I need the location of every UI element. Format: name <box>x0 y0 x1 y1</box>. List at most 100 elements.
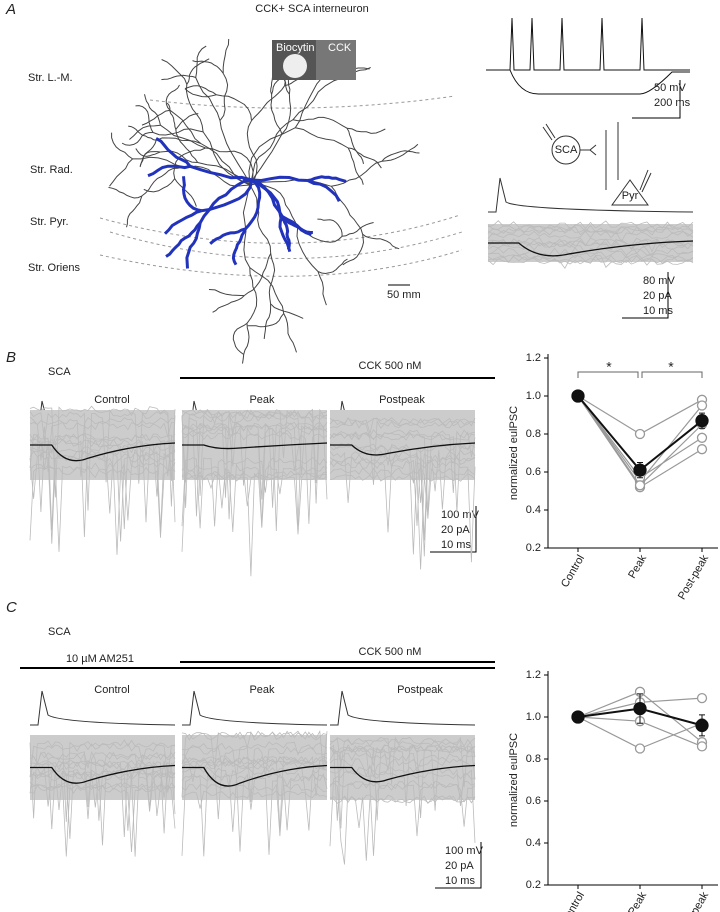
drug-label: CCK 500 nM <box>359 360 422 372</box>
neurite <box>139 151 161 166</box>
neurite <box>135 105 154 133</box>
axis <box>547 671 718 886</box>
y-tick-label: 1.0 <box>526 390 541 402</box>
neurite <box>342 234 365 266</box>
sweep-trace <box>29 466 176 541</box>
y-tick-label: 1.2 <box>526 352 541 364</box>
neurite <box>141 109 171 126</box>
neurite <box>152 128 204 136</box>
x-tick-label: Post-peak <box>676 553 711 602</box>
drug-label: CCK 500 nM <box>359 646 422 658</box>
sweep-trace <box>329 794 476 804</box>
mean-marker <box>571 389 585 403</box>
neurite <box>185 84 204 132</box>
x-tick-label: Control <box>559 553 587 590</box>
condition-label: Postpeak <box>379 394 425 406</box>
neurite <box>155 137 192 168</box>
neurite <box>246 120 258 186</box>
layer-label: Str. Pyr. <box>30 216 69 228</box>
neurite <box>128 125 157 141</box>
sweep-trace <box>181 745 328 802</box>
sweep-trace <box>329 456 476 526</box>
sweep-trace <box>181 463 328 533</box>
neurite <box>201 179 254 213</box>
neurite <box>296 227 319 272</box>
sweep-trace <box>329 782 476 865</box>
sweep-trace <box>181 760 328 770</box>
neurite <box>346 127 364 165</box>
cell-marker <box>634 428 646 440</box>
mean-marker <box>633 463 647 477</box>
ap-trace <box>488 177 694 213</box>
sweep-trace <box>329 473 476 570</box>
neurite <box>243 253 272 296</box>
y-axis-label: normalized eulPSC <box>508 406 520 500</box>
neurite <box>294 77 323 128</box>
sweep-trace <box>487 220 694 230</box>
condition-label: Control <box>94 394 129 406</box>
sweep-trace <box>487 254 694 268</box>
scale-label: 20 pA <box>445 860 474 872</box>
sweep-trace <box>181 772 328 857</box>
neurite <box>292 116 348 129</box>
neurite <box>280 216 313 234</box>
neurite <box>347 147 364 185</box>
neurite <box>195 45 207 78</box>
sweep-trace <box>29 739 176 822</box>
neurite <box>263 303 272 339</box>
neurite <box>346 127 386 134</box>
drug-label: 10 µM AM251 <box>66 653 134 665</box>
neurite <box>139 140 157 168</box>
neurite <box>160 150 198 163</box>
scale-label: 50 mm <box>387 289 421 301</box>
axis <box>547 354 718 549</box>
neurite <box>166 102 177 130</box>
neurite <box>209 227 246 245</box>
sweep-trace <box>329 744 476 819</box>
neurite <box>109 158 133 187</box>
neurite <box>147 164 191 178</box>
scale-bar <box>632 80 681 119</box>
neurite <box>248 127 296 186</box>
ap-trace <box>330 690 476 726</box>
sweep-trace <box>181 766 328 831</box>
neurite <box>129 124 161 140</box>
neurite <box>342 222 374 237</box>
neurite <box>249 184 272 254</box>
schematic-label: Pyr <box>622 190 639 202</box>
neurite <box>185 222 202 269</box>
sweep-trace <box>181 456 328 529</box>
condition-label: Postpeak <box>397 684 443 696</box>
annotation: * <box>606 359 612 375</box>
layer-label: Str. L.-M. <box>28 72 73 84</box>
condition-label: Peak <box>249 684 275 696</box>
cell-label: SCA <box>48 366 71 378</box>
sweep-trace <box>329 460 476 563</box>
neurite <box>251 178 283 219</box>
neurite <box>270 303 304 319</box>
y-tick-label: 0.2 <box>526 879 541 891</box>
neurite <box>165 221 202 258</box>
sweep-trace <box>29 760 176 809</box>
firing-traces <box>486 17 690 95</box>
sweep-trace <box>329 780 476 798</box>
neurite <box>251 85 286 122</box>
neurite <box>232 322 248 355</box>
sweep-trace <box>329 744 476 821</box>
sweep-trace <box>329 766 476 843</box>
sweep-trace <box>181 789 328 809</box>
panel-label: B <box>6 349 16 366</box>
scale-label: 10 ms <box>445 875 475 887</box>
sweep-trace <box>29 751 176 821</box>
neurite <box>348 147 382 169</box>
mean-trace <box>182 442 328 450</box>
neurite <box>135 148 161 157</box>
neurite <box>244 178 262 231</box>
layer-label: Str. Oriens <box>28 262 80 274</box>
neurite <box>251 175 308 183</box>
neurite <box>195 77 221 121</box>
x-tick-label: Peak <box>626 553 649 581</box>
neurite <box>161 59 188 85</box>
panel-title: CCK+ SCA interneuron <box>255 3 368 15</box>
sweep-trace <box>29 451 176 542</box>
